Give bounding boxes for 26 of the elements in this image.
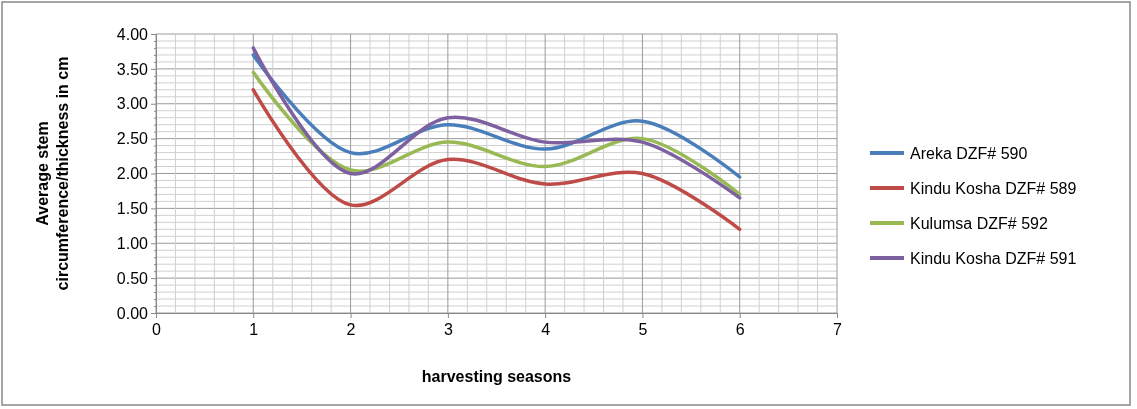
y-tick-label: 2.00 bbox=[116, 165, 149, 183]
x-axis-title: harvesting seasons bbox=[421, 368, 572, 385]
x-tick-label: 2 bbox=[346, 321, 356, 339]
x-tick-label: 1 bbox=[249, 321, 259, 339]
y-tick-label: 1.00 bbox=[116, 234, 149, 252]
x-tick-label: 6 bbox=[735, 321, 745, 339]
y-tick-label: 3.00 bbox=[116, 95, 149, 113]
x-tick-label: 3 bbox=[443, 321, 453, 339]
line-series bbox=[251, 46, 742, 200]
legend-label: Kulumsa DZF# 592 bbox=[910, 214, 1048, 232]
y-tick-label: 4.00 bbox=[116, 25, 149, 43]
x-tick-label: 0 bbox=[152, 321, 162, 339]
y-tick-label: 2.50 bbox=[116, 130, 149, 148]
legend-label: Kindu Kosha DZF# 591 bbox=[910, 249, 1077, 267]
y-tick-label: 1.50 bbox=[116, 199, 149, 217]
y-tick-label: 0.00 bbox=[116, 304, 149, 322]
line-series bbox=[251, 53, 742, 179]
y-tick-label: 0.50 bbox=[116, 269, 149, 287]
y-axis-title: Average stem circumference/thickness in cm bbox=[34, 56, 71, 291]
x-tick-label: 4 bbox=[541, 321, 551, 339]
x-tick-label: 7 bbox=[833, 321, 843, 339]
y-tick-label: 3.50 bbox=[116, 60, 149, 78]
line-series bbox=[251, 88, 742, 232]
legend-label: Areka DZF# 590 bbox=[910, 144, 1028, 162]
legend-label: Kindu Kosha DZF# 589 bbox=[910, 179, 1077, 197]
x-tick-label: 5 bbox=[638, 321, 648, 339]
